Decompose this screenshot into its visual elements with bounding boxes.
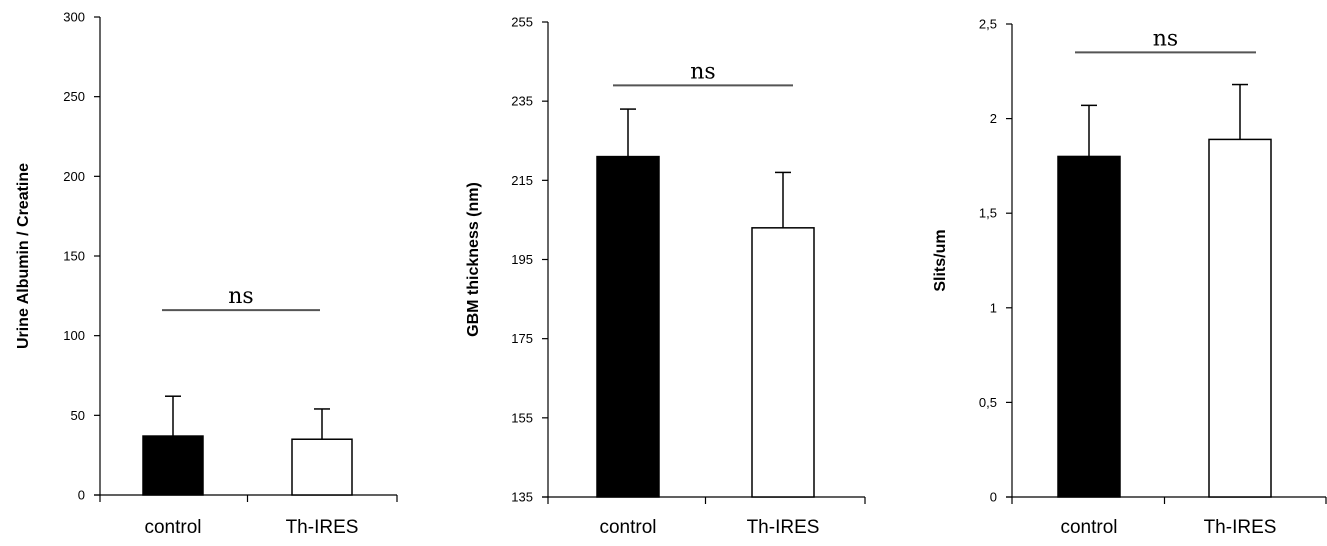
bar-th-ires <box>751 227 815 498</box>
y-tick-label: 200 <box>63 169 85 184</box>
y-tick-label: 0,5 <box>979 395 997 410</box>
y-tick-label: 0 <box>78 488 85 503</box>
bar-th-ires <box>1208 138 1272 498</box>
bar-th-ires <box>291 438 353 496</box>
x-category-label: Th-IRES <box>1204 517 1277 538</box>
panel-slits-per-um: 0 0,5 1 1,5 2 2,5 control Th-IRES ns Slits/um <box>932 17 1327 538</box>
x-category-label: control <box>1060 517 1117 538</box>
y-tick-label: 1 <box>990 300 997 315</box>
x-category-label: control <box>599 517 656 538</box>
y-tick-label: 150 <box>63 249 85 264</box>
bar-control <box>1057 155 1121 498</box>
significance-label: ns <box>1153 26 1178 51</box>
x-category-label: Th-IRES <box>286 517 359 538</box>
y-axis-title: Slits/um <box>932 229 949 291</box>
y-tick-label: 135 <box>511 490 533 505</box>
y-tick-label: 155 <box>511 410 533 425</box>
y-tick-label: 235 <box>511 94 533 109</box>
y-axis-title: Urine Albumin / Creatine <box>15 163 32 349</box>
y-tick-label: 175 <box>511 331 533 346</box>
y-tick-label: 2 <box>990 111 997 126</box>
y-tick-label: 50 <box>71 408 85 423</box>
x-category-label: Th-IRES <box>747 517 820 538</box>
y-tick-label: 250 <box>63 89 85 104</box>
y-tick-label: 1,5 <box>979 206 997 221</box>
panel-urine-albumin: 0 50 100 150 200 250 300 control Th-IRES ns Urine … <box>15 10 398 538</box>
y-tick-label: 300 <box>63 10 85 25</box>
y-tick-label: 2,5 <box>979 17 997 32</box>
y-tick-label: 255 <box>511 15 533 30</box>
significance-label: ns <box>690 59 715 84</box>
y-tick-label: 100 <box>63 328 85 343</box>
y-tick-label: 195 <box>511 252 533 267</box>
panel-gbm-thickness: 135 155 175 195 215 235 255 control Th-IRES ns GBM… <box>465 15 866 538</box>
y-axis-title: GBM thickness (nm) <box>465 182 482 337</box>
significance-label: ns <box>228 284 253 309</box>
x-category-label: control <box>144 517 201 538</box>
y-tick-label: 0 <box>990 490 997 505</box>
y-tick-label: 215 <box>511 173 533 188</box>
bar-control <box>596 155 660 498</box>
bar-control <box>142 435 204 496</box>
